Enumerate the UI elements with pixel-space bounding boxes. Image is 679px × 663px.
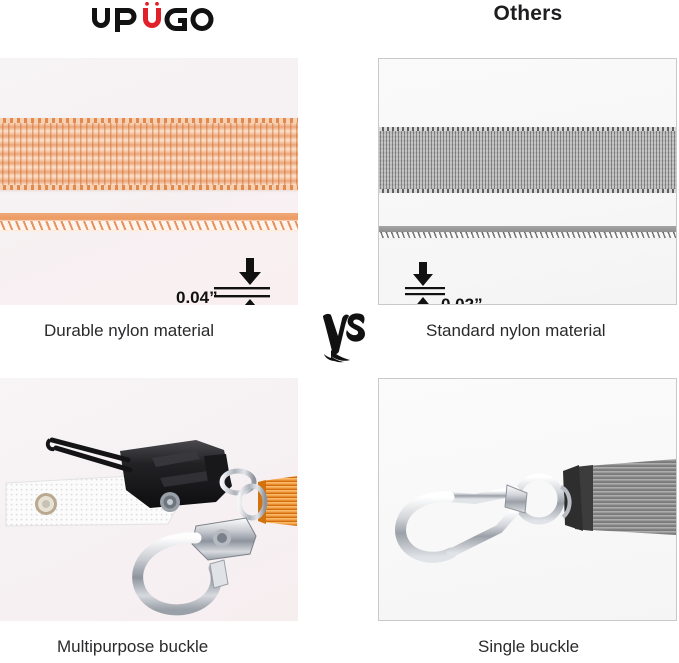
caption-material-theirs: Standard nylon material bbox=[426, 321, 606, 340]
caption-material-ours: Durable nylon material bbox=[44, 321, 215, 340]
caption-buckle-ours: Multipurpose buckle bbox=[57, 637, 209, 656]
gray-nylon-webbing-photo: 0.02” bbox=[378, 58, 677, 305]
single-buckle-photo bbox=[378, 378, 677, 621]
caption-buckle-theirs: Single buckle bbox=[478, 637, 580, 656]
gray-webbing-edge bbox=[379, 226, 676, 240]
orange-webbing-edge bbox=[0, 213, 298, 232]
thickness-callout-theirs: 0.02” bbox=[405, 262, 483, 304]
thickness-callout-ours: 0.04” bbox=[176, 258, 272, 305]
thickness-value-theirs: 0.02” bbox=[441, 295, 483, 305]
comparison-header: Others bbox=[0, 0, 679, 46]
orange-webbing-face bbox=[0, 118, 298, 190]
upugo-wordmark-logo bbox=[88, 2, 218, 34]
competitor-column-title: Others bbox=[493, 2, 563, 25]
gray-webbing-face bbox=[379, 127, 676, 193]
multipurpose-buckle-photo bbox=[0, 378, 298, 621]
vs-brush-badge-icon bbox=[322, 310, 368, 366]
orange-nylon-webbing-photo: 0.04” bbox=[0, 58, 298, 305]
thickness-value-ours: 0.04” bbox=[176, 288, 218, 305]
